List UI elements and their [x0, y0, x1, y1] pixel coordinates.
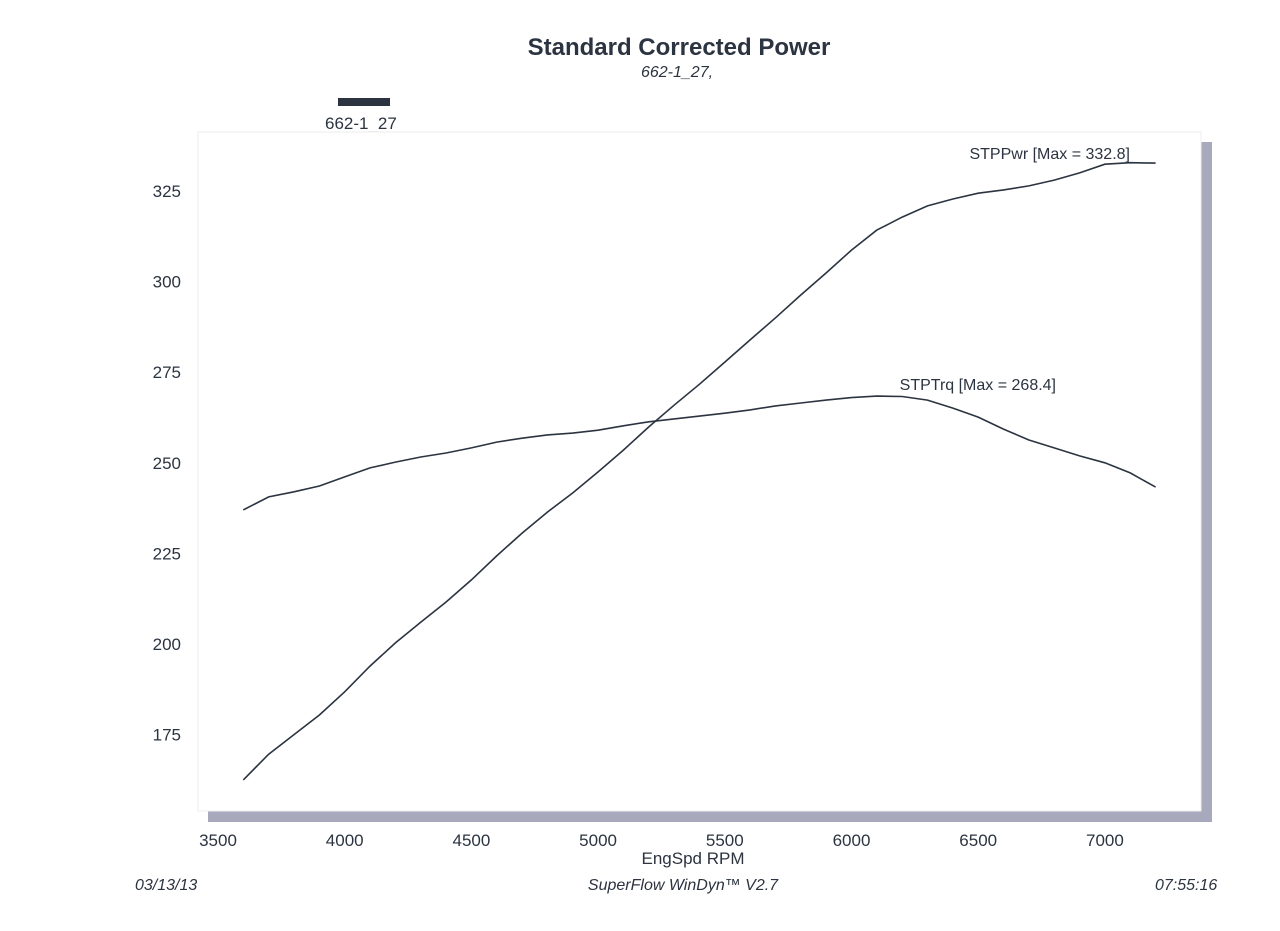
plot-area [197, 131, 1202, 812]
y-tick-label: 225 [153, 544, 181, 563]
annotation-stppwr: STPPwr [Max = 332.8] [969, 146, 1130, 163]
footer-software: SuperFlow WinDyn™ V2.7 [587, 877, 779, 894]
annotations: STPPwr [Max = 332.8] STPTrq [Max = 268.4] [900, 146, 1130, 394]
x-tick-label: 7000 [1086, 831, 1124, 850]
legend-label: 662-1_27 [325, 114, 397, 133]
y-tick-label: 200 [153, 635, 181, 654]
series-line-stppwr [242, 161, 1156, 781]
x-tick-label: 5000 [579, 831, 617, 850]
footer-time: 07:55:16 [1155, 877, 1218, 894]
x-tick-label: 4000 [326, 831, 364, 850]
y-tick-label: 300 [153, 273, 181, 292]
chart-title: Standard Corrected Power [527, 34, 831, 61]
series-line-stptrq [242, 395, 1156, 511]
y-axis: 175 200 225 250 275 300 325 [153, 182, 181, 745]
x-tick-label: 6500 [959, 831, 997, 850]
x-axis: 3500 4000 4500 5000 5500 6000 6500 7000 [199, 831, 1124, 850]
y-tick-label: 250 [153, 454, 181, 473]
legend-swatch [338, 98, 390, 106]
x-tick-label: 4500 [452, 831, 490, 850]
y-tick-label: 175 [153, 726, 181, 745]
chart-subtitle: 662-1_27, [640, 64, 714, 81]
x-tick-label: 6000 [833, 831, 871, 850]
y-tick-label: 325 [153, 182, 181, 201]
x-tick-label: 5500 [706, 831, 744, 850]
annotation-stptrq: STPTrq [Max = 268.4] [900, 377, 1056, 394]
y-tick-label: 275 [153, 363, 181, 382]
x-axis-label: EngSpd RPM [641, 849, 745, 868]
series-lines [242, 161, 1156, 781]
footer-date: 03/13/13 [135, 877, 198, 894]
x-tick-label: 3500 [199, 831, 237, 850]
